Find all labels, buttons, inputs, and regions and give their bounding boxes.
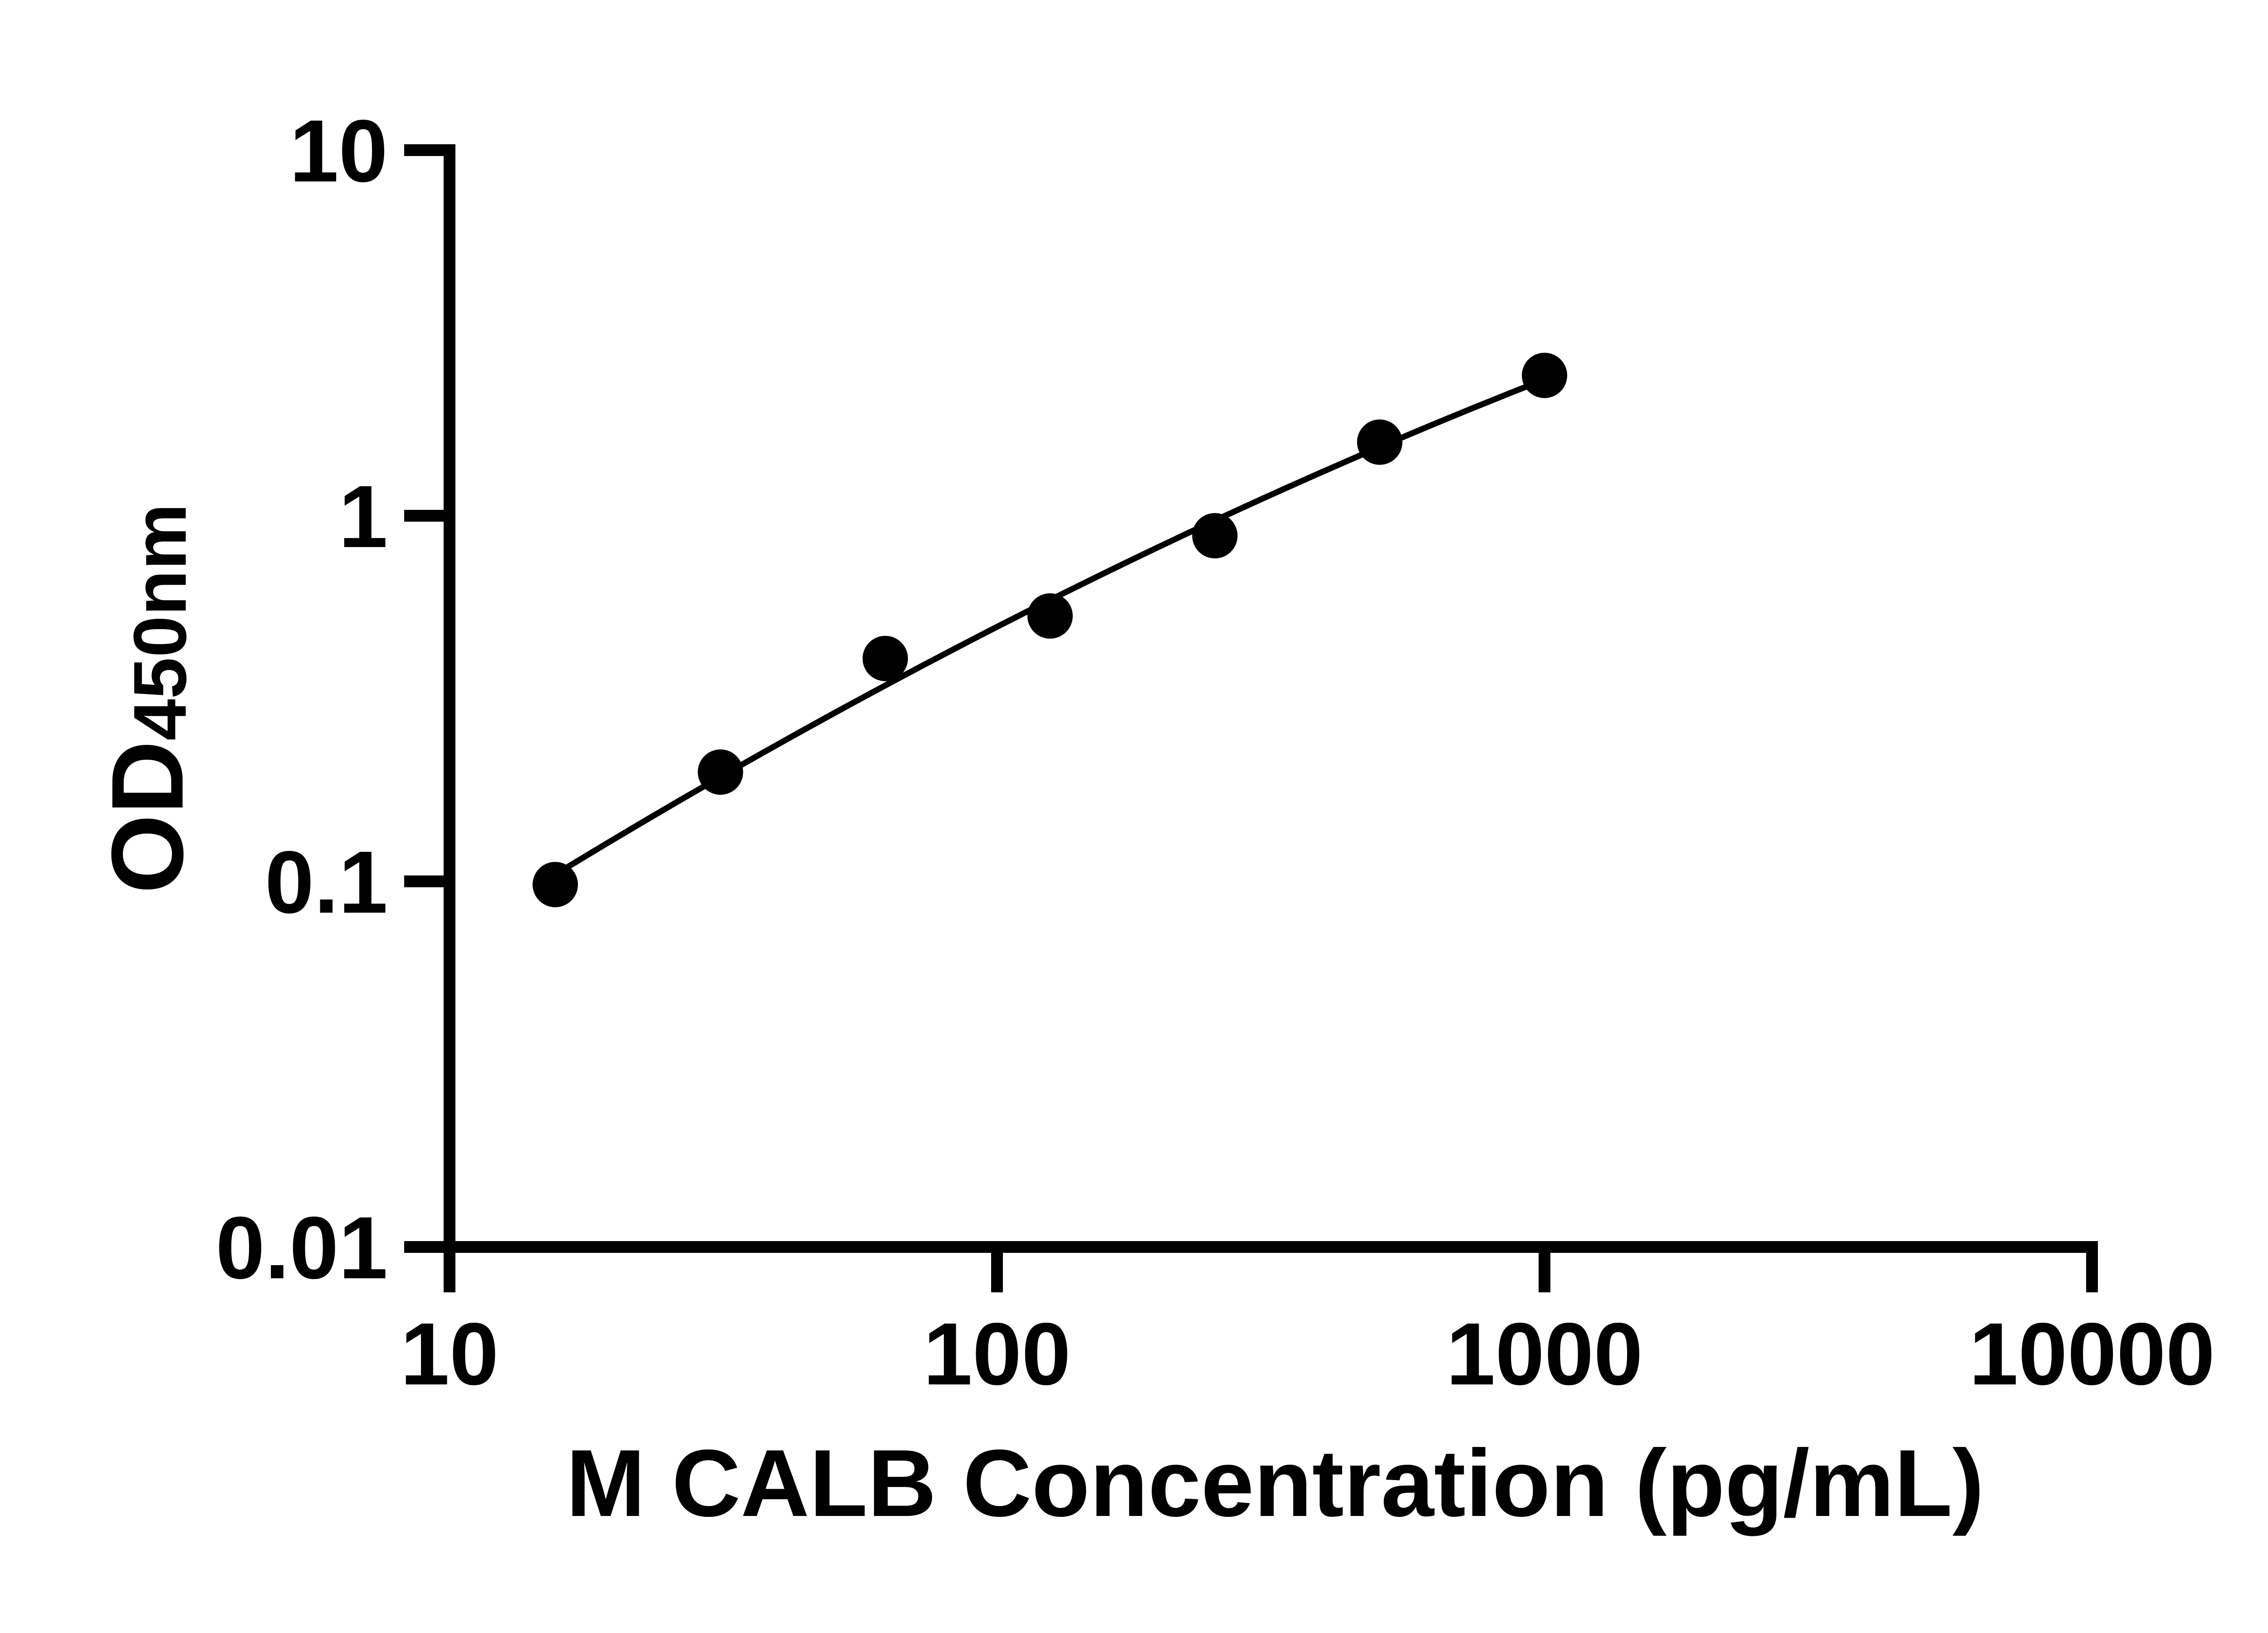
x-tick-label: 10000: [1969, 1305, 2215, 1403]
data-point: [1357, 419, 1403, 465]
data-point: [1027, 593, 1073, 639]
x-axis-title: M CALB Concentration (pg/mL): [566, 1436, 1984, 1531]
x-axis-title-text: M CALB Concentration (pg/mL): [566, 1430, 1984, 1536]
data-point: [698, 749, 743, 795]
x-tick-label: 10: [401, 1305, 499, 1403]
data-point: [862, 636, 908, 681]
y-axis-title-main: OD: [90, 740, 205, 894]
y-tick-label: 10: [289, 102, 388, 200]
data-point: [1192, 513, 1238, 558]
y-tick-label: 0.1: [265, 833, 388, 932]
y-tick-label: 1: [339, 467, 388, 566]
y-axis-title-sub: 450nm: [118, 503, 202, 741]
x-tick-label: 100: [923, 1305, 1070, 1403]
x-tick-label: 1000: [1446, 1305, 1643, 1403]
y-axis-title: OD450nm: [90, 503, 205, 894]
y-tick-label: 0.01: [215, 1198, 388, 1297]
data-point: [533, 862, 578, 908]
data-point: [1522, 352, 1567, 398]
